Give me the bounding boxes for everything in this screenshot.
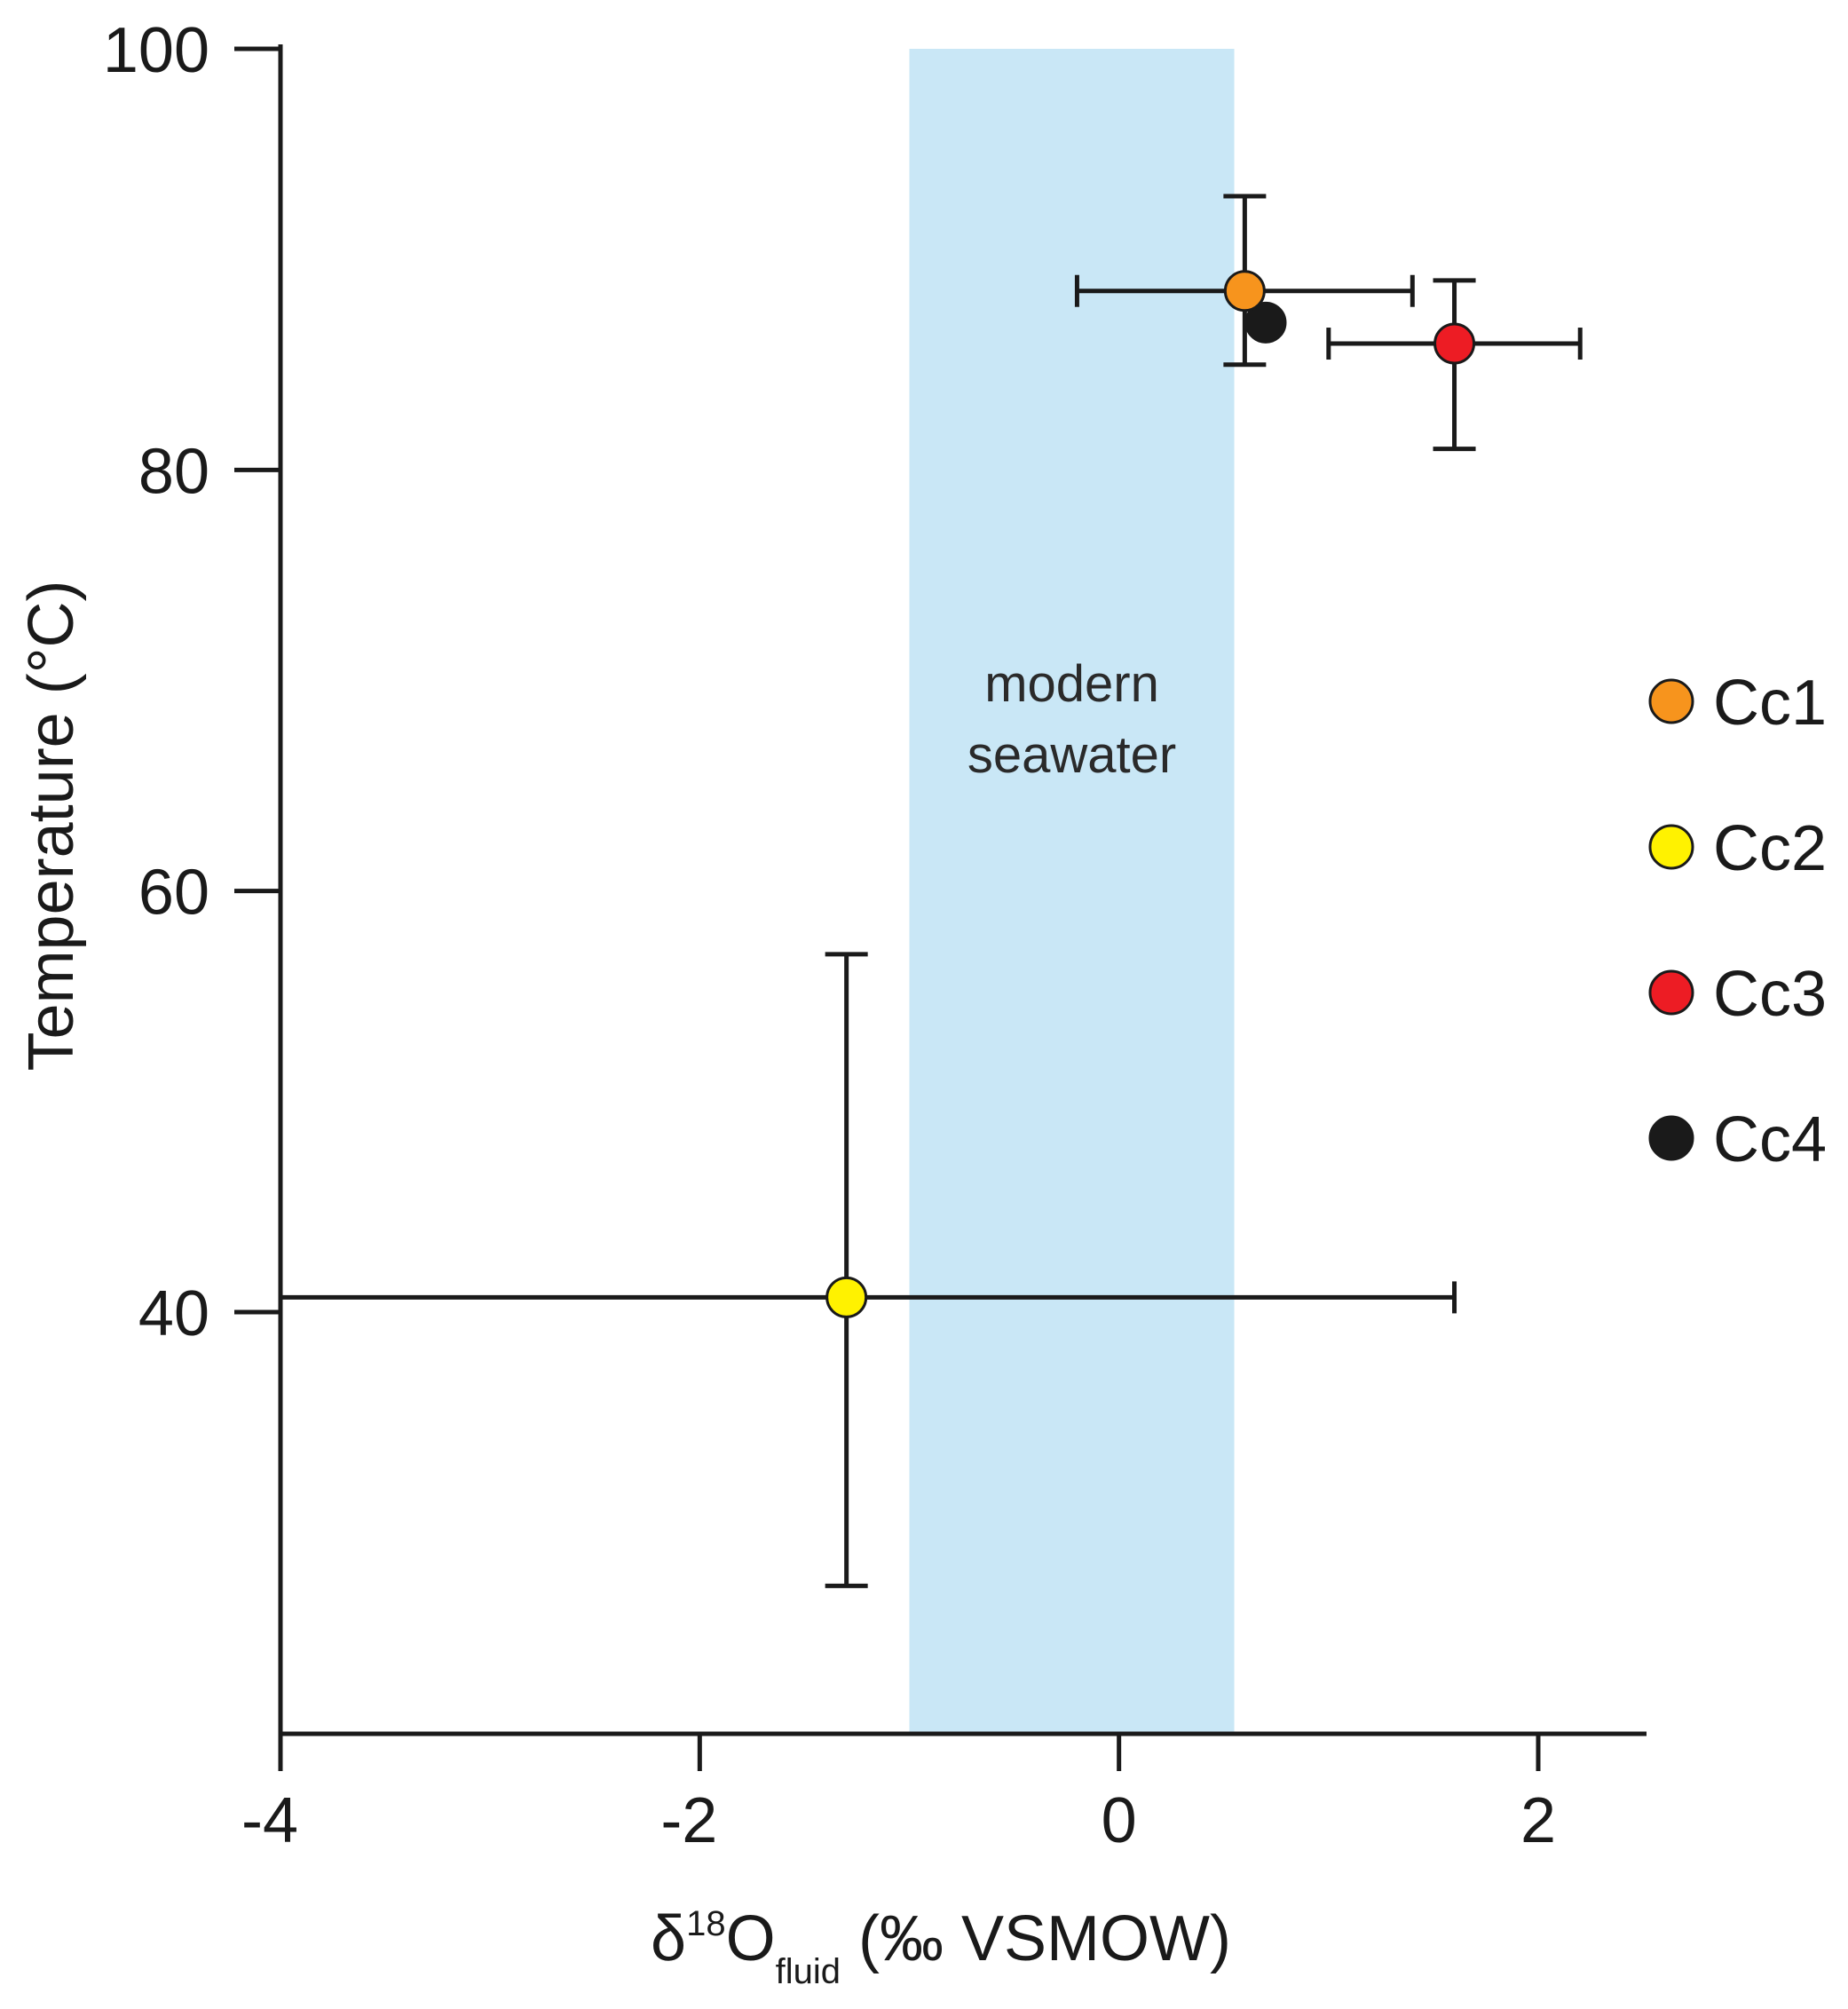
band-label-seawater: seawater xyxy=(967,726,1176,784)
x-tick-label--2: -2 xyxy=(660,1785,717,1856)
band-layer: modern seawater xyxy=(909,49,1235,1734)
y-axis-title: Temperature (°C) xyxy=(16,581,87,1072)
legend-marker-Cc4 xyxy=(1648,1115,1694,1161)
legend-marker-Cc3 xyxy=(1648,969,1694,1016)
legend: Cc1 Cc2 Cc3 Cc4 xyxy=(1648,668,1827,1175)
seawater-band xyxy=(909,49,1235,1734)
axes: 40 60 80 100 -4 -2 0 2 Temperature (°C) δ18Ofluid… xyxy=(16,15,1647,1991)
point-Cc1 xyxy=(1223,270,1266,312)
point-Cc3 xyxy=(1433,322,1476,365)
legend-marker-Cc2 xyxy=(1648,824,1694,870)
point-Cc2 xyxy=(825,1276,868,1318)
y-tick-label-100: 100 xyxy=(103,15,209,86)
legend-marker-Cc1 xyxy=(1648,678,1694,724)
band-label-modern: modern xyxy=(984,655,1159,713)
legend-label-Cc2: Cc2 xyxy=(1713,813,1827,884)
x-tick-label--4: -4 xyxy=(241,1785,298,1856)
x-axis-title: δ18Ofluid (‰ VSMOW) xyxy=(651,1903,1231,1991)
point-Cc4 xyxy=(1244,301,1287,344)
data-layer xyxy=(280,194,1583,1588)
x-tick-label-2: 2 xyxy=(1520,1785,1556,1856)
y-tick-label-80: 80 xyxy=(138,436,209,507)
series-Cc2 xyxy=(280,952,1457,1588)
legend-label-Cc4: Cc4 xyxy=(1713,1104,1827,1175)
x-tick-label-0: 0 xyxy=(1102,1785,1137,1856)
series-Cc3 xyxy=(1326,278,1583,452)
y-tick-label-40: 40 xyxy=(138,1278,209,1349)
legend-label-Cc1: Cc1 xyxy=(1713,668,1827,739)
legend-label-Cc3: Cc3 xyxy=(1713,959,1827,1030)
y-tick-label-60: 60 xyxy=(138,858,209,929)
